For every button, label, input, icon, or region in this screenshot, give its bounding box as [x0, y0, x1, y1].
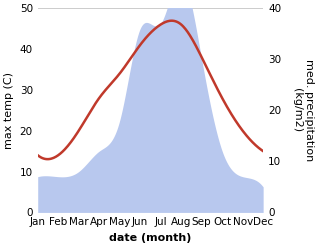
X-axis label: date (month): date (month): [109, 233, 192, 243]
Y-axis label: max temp (C): max temp (C): [4, 72, 14, 149]
Y-axis label: med. precipitation
(kg/m2): med. precipitation (kg/m2): [292, 59, 314, 162]
